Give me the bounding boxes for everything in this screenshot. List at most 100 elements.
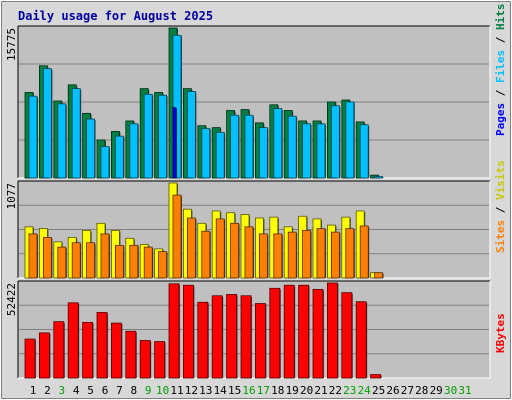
bar-sites-day-17 [258,233,268,279]
bar-sites-day-24 [359,225,369,279]
bar-kbytes-day-19 [283,284,295,379]
x-tick-label: 17 [257,384,270,397]
bar-kbytes-day-6 [96,311,108,379]
y-axis-label-part: Hits [494,4,507,31]
bar-sites-day-21 [316,228,326,279]
x-tick-label: 26 [386,384,399,397]
series-pages [172,107,177,179]
x-tick-label: 13 [199,384,212,397]
bar-sites-day-19 [287,231,297,279]
bar-files-day-18 [273,108,283,179]
bar-files-day-23 [345,101,355,179]
x-tick-label: 16 [242,384,255,397]
x-tick-label: 22 [329,384,342,397]
bar-files-day-13 [201,128,211,179]
x-tick-label: 7 [116,384,123,397]
y-axis-label-separator: / [494,200,507,220]
bar-kbytes-day-24 [355,301,367,379]
bar-kbytes-day-18 [269,287,281,379]
series-kbytes [24,282,382,379]
chart-title: Daily usage for August 2025 [18,9,213,23]
bar-sites-day-16 [244,226,254,279]
x-tick-label: 20 [300,384,313,397]
chart-panels: 15775 Pages / Files / Hits 1077 Sites / Vis… [5,4,507,379]
bar-sites-day-12 [186,217,196,279]
bar-kbytes-day-21 [312,288,324,379]
y-max-label: 52422 [5,283,18,316]
y-max-label: 1077 [5,183,18,210]
bar-files-day-3 [57,103,67,179]
bar-kbytes-day-15 [226,294,238,379]
x-tick-label: 9 [145,384,152,397]
bar-kbytes-day-3 [53,321,65,379]
bar-kbytes-day-25 [370,374,382,379]
bar-files-day-15 [230,114,240,179]
bar-sites-day-4 [71,242,81,279]
x-tick-label: 28 [415,384,428,397]
y-axis-label-part: KBytes [494,313,507,353]
bar-sites-day-23 [345,228,355,279]
bar-sites-day-6 [100,233,110,279]
bar-sites-day-15 [230,222,240,279]
bar-sites-day-2 [43,237,52,279]
bar-files-day-20 [302,123,312,179]
bar-kbytes-day-12 [182,284,194,379]
x-tick-label: 2 [44,384,51,397]
bar-kbytes-day-7 [111,322,122,379]
bar-kbytes-day-14 [211,295,223,379]
bar-sites-day-9 [143,246,153,279]
y-axis-label-part: Pages [494,103,507,136]
x-tick-label: 1 [30,384,37,397]
bar-sites-day-14 [215,218,225,279]
x-tick-label: 12 [185,384,198,397]
bar-files-day-7 [115,135,124,179]
bar-files-day-8 [129,123,139,179]
bar-sites-day-1 [28,233,38,279]
bar-kbytes-day-2 [39,332,50,379]
series-files [28,34,384,179]
bar-kbytes-day-20 [298,284,310,379]
bar-sites-day-25 [374,272,384,279]
x-tick-label: 8 [130,384,137,397]
y-axis-label-part: Visits [494,160,507,200]
x-tick-label: 27 [401,384,414,397]
bar-sites-day-8 [129,244,139,279]
bar-kbytes-day-1 [24,338,36,379]
bar-files-day-17 [258,127,268,179]
bar-sites-day-22 [330,231,340,279]
bar-files-day-16 [244,114,254,179]
bar-files-day-24 [359,124,369,179]
bar-kbytes-day-11 [168,283,180,379]
bar-files-day-25 [374,176,384,179]
y-axis-label: Pages / Files / Hits [494,4,507,137]
x-tick-label: 5 [87,384,94,397]
x-tick-label: 6 [102,384,109,397]
x-tick-label: 10 [156,384,169,397]
bar-files-day-9 [143,93,153,179]
panel-1: 15775 Pages / Files / Hits [5,4,507,179]
bar-files-day-5 [86,118,95,179]
x-tick-label: 19 [286,384,299,397]
y-axis-label-part: Files [494,50,507,83]
x-tick-label: 24 [358,384,372,397]
bar-sites-day-3 [57,246,67,279]
y-axis-label-separator: / [494,83,507,103]
y-axis-label-part: Sites [494,220,507,253]
bar-kbytes-day-4 [67,302,79,379]
bar-files-day-10 [158,94,168,179]
panel-3: 52422 KBytes [5,280,507,379]
bar-kbytes-day-17 [254,303,266,379]
y-max-label: 15775 [5,28,18,61]
x-tick-label: 14 [214,384,228,397]
x-tick-label: 15 [228,384,241,397]
bar-files-day-14 [215,131,225,179]
bar-files-day-22 [330,105,340,179]
y-axis-label: Sites / Visits [494,160,507,253]
bar-pages-day-11 [172,107,177,179]
bar-kbytes-day-10 [154,341,166,379]
x-axis-day-labels: 1 2 3 4 5 6 7 8 9 10 11 12 13 14 15 16 17 18 19 20 21 22 23 24 2… [30,384,472,397]
x-tick-label: 21 [314,384,327,397]
x-tick-label: 11 [170,384,183,397]
